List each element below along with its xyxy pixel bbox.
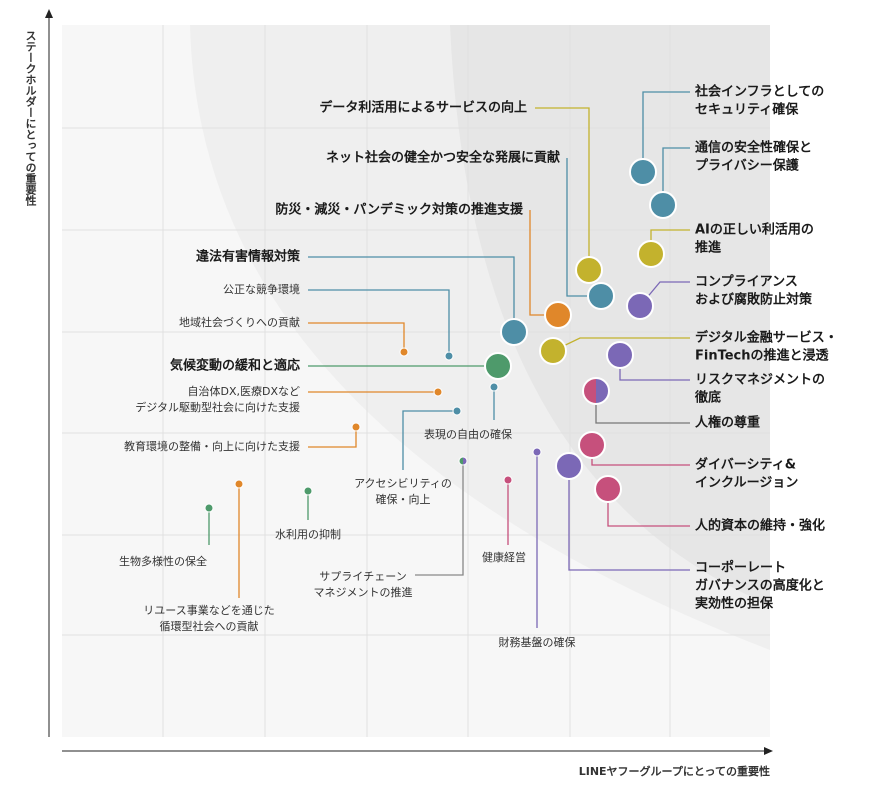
leader-line xyxy=(568,466,690,571)
node-label: 健康経営 xyxy=(482,550,526,564)
node-label: 気候変動の緩和と適応 xyxy=(170,358,300,374)
node-dot xyxy=(555,452,583,480)
node-label: アクセシビリティの xyxy=(354,477,452,490)
node-dot xyxy=(489,382,499,392)
points xyxy=(204,158,677,513)
node-label: データ利活用によるサービスの向上 xyxy=(319,100,527,116)
node-dot xyxy=(575,256,603,284)
leader-line xyxy=(308,256,515,332)
node-label: コンプライアンス xyxy=(695,275,798,290)
x-arrow xyxy=(764,747,773,755)
node-dot xyxy=(649,191,677,219)
node-dot xyxy=(433,387,443,397)
node-label: デジタル駆動型社会に向けた支援 xyxy=(135,400,300,414)
node-label: 教育環境の整備・向上に向けた支援 xyxy=(124,439,300,453)
node-label: 実効性の担保 xyxy=(695,596,774,612)
node-dot xyxy=(626,292,654,320)
node-dot xyxy=(629,158,657,186)
zone-high xyxy=(450,25,770,605)
node-dot xyxy=(234,479,244,489)
y-arrow xyxy=(45,9,53,18)
node-label: 生物多様性の保全 xyxy=(119,554,207,568)
node-label: 社会インフラとしての xyxy=(694,84,824,100)
node-label: セキュリティ確保 xyxy=(695,102,799,118)
node-label: 循環型社会への貢献 xyxy=(160,619,259,633)
node-dot-right xyxy=(596,378,609,404)
node-label: 人的資本の維持・強化 xyxy=(695,518,825,534)
node-label: 徹底 xyxy=(694,390,721,406)
node-dot-ring xyxy=(458,456,468,466)
node-dot xyxy=(500,318,528,346)
x-axis-label: LINEヤフーグループにとっての重要性 xyxy=(579,764,770,778)
node-label: 自治体DX,医療DXなど xyxy=(187,384,300,398)
node-label: プライバシー保護 xyxy=(695,158,800,174)
node-label: デジタル金融サービス・ xyxy=(695,330,838,346)
node-label: ガバナンスの高度化と xyxy=(695,578,825,594)
node-dot xyxy=(503,475,513,485)
node-label: FinTechの推進と浸透 xyxy=(695,348,829,364)
node-dot xyxy=(587,282,615,310)
node-label: ダイバーシティ& xyxy=(695,457,796,473)
node-dot xyxy=(594,475,622,503)
node-label: リスクマネジメントの xyxy=(695,373,825,388)
node-label: 公正な競争環境 xyxy=(223,282,300,296)
node-dot xyxy=(399,347,409,357)
node-label: 推進 xyxy=(695,240,721,256)
leader-line xyxy=(662,147,690,205)
node-dot xyxy=(637,240,665,268)
node-label: コーポーレート xyxy=(695,560,786,576)
leader-line xyxy=(402,410,457,470)
node-label: サプライチェーン xyxy=(319,570,406,583)
node-label: 表現の自由の確保 xyxy=(424,427,512,441)
node-dot-left xyxy=(583,378,596,404)
node-label: および腐敗防止対策 xyxy=(695,292,813,308)
node-dot xyxy=(204,503,214,513)
node-label: 人権の尊重 xyxy=(695,415,760,431)
node-dot xyxy=(452,406,462,416)
node-dot xyxy=(444,351,454,361)
leader-line xyxy=(308,427,357,448)
leader-line xyxy=(308,322,405,352)
node-dot-left xyxy=(459,457,463,465)
node-label: 防災・減災・パンデミック対策の推進支援 xyxy=(275,202,524,218)
node-dot xyxy=(532,447,542,457)
node-dot xyxy=(539,337,567,365)
leader-line xyxy=(642,91,690,172)
node-label: 通信の安全性確保と xyxy=(695,140,812,156)
node-dot-right xyxy=(463,457,467,465)
node-dot xyxy=(578,431,606,459)
node-dot xyxy=(544,301,572,329)
node-label: マネジメントの推進 xyxy=(314,585,413,599)
node-dot xyxy=(606,341,634,369)
node-label: インクルージョン xyxy=(695,476,798,491)
node-label: 財務基盤の確保 xyxy=(499,635,576,649)
node-dot xyxy=(484,352,512,380)
node-label: リユース事業などを通じた xyxy=(143,604,274,617)
node-dot-ring xyxy=(582,377,610,405)
leader-line xyxy=(535,107,590,270)
node-dot xyxy=(351,422,361,432)
leader-line xyxy=(308,289,450,356)
node-label: 地域社会づくりへの貢献 xyxy=(179,315,300,329)
node-dot xyxy=(303,486,313,496)
node-label: 違法有害情報対策 xyxy=(196,249,301,265)
node-label: ネット社会の健全かつ安全な発展に貢献 xyxy=(326,150,560,166)
node-label: 水利用の抑制 xyxy=(275,527,341,541)
node-label: 確保・向上 xyxy=(376,492,431,506)
y-axis-label: ステークホルダーにとっての重要性 xyxy=(24,30,37,207)
node-label: AIの正しい利活用の xyxy=(695,222,814,238)
leader-line xyxy=(415,461,464,576)
